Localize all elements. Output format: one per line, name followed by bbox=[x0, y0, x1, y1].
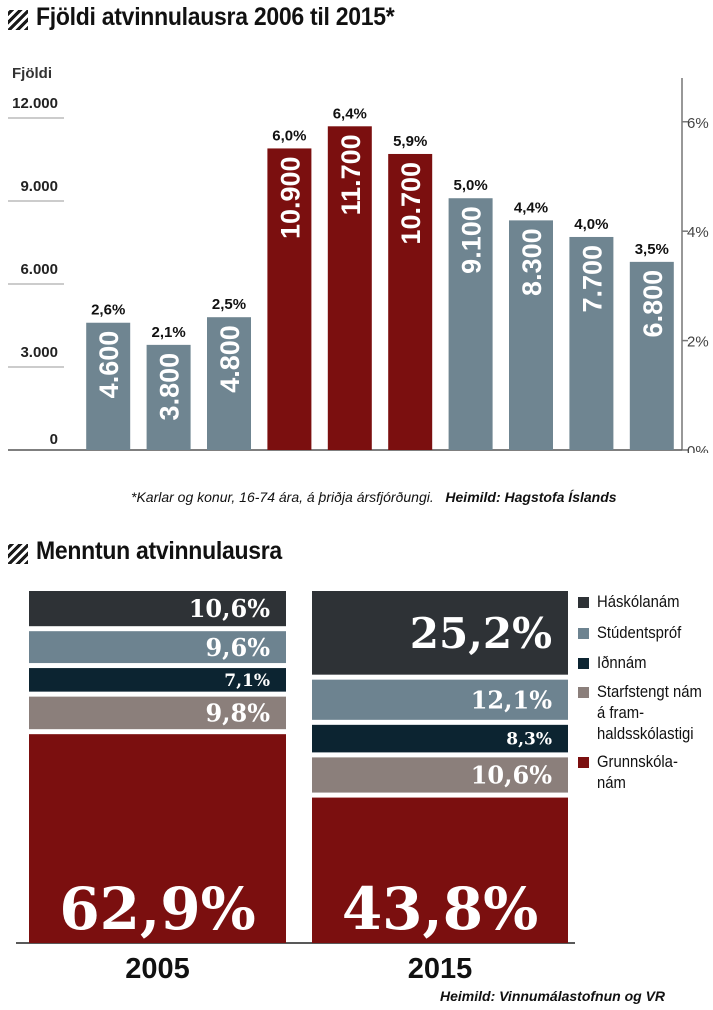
legend-swatch bbox=[578, 687, 589, 698]
stack-segment bbox=[29, 734, 286, 943]
bar-percent-label: 5,9% bbox=[393, 133, 427, 150]
bar-value-label: 11.700 bbox=[336, 134, 366, 215]
legend-label: Grunnskóla-nám bbox=[597, 753, 678, 792]
legend-swatch bbox=[578, 597, 589, 608]
bar-value-label: 10.700 bbox=[396, 162, 426, 245]
legend-swatch bbox=[578, 658, 589, 669]
bar-value-label: 4.800 bbox=[215, 325, 245, 393]
bar bbox=[569, 236, 614, 450]
bar-value-label: 7.700 bbox=[577, 245, 607, 313]
stack-segment bbox=[312, 797, 568, 943]
chart1-source: Heimild: Hagstofa Íslands bbox=[445, 489, 617, 505]
y-tick-label: 9.000 bbox=[20, 178, 58, 195]
legend-label: Stúdentspróf bbox=[597, 624, 682, 642]
chart2-source: Heimild: Vinnumálastofnun og VR bbox=[440, 988, 666, 1004]
stack-segment bbox=[312, 724, 568, 753]
bar-percent-label: 6,0% bbox=[272, 127, 306, 144]
bar-value-label: 3.800 bbox=[155, 353, 185, 421]
segment-value-label: 25,2% bbox=[410, 609, 552, 658]
bar bbox=[629, 261, 674, 450]
bar-value-label: 8.300 bbox=[517, 228, 547, 296]
y2-tick-label: 2% bbox=[687, 334, 709, 351]
segment-value-label: 10,6% bbox=[189, 594, 270, 623]
y2-tick-label: 0% bbox=[687, 443, 709, 453]
bar bbox=[327, 126, 372, 451]
bar-percent-label: 5,0% bbox=[453, 177, 487, 194]
chart2-title: Menntun atvinnulausra bbox=[36, 537, 282, 565]
stack-segment bbox=[312, 591, 568, 675]
bar-percent-label: 2,1% bbox=[151, 324, 185, 341]
bar bbox=[146, 344, 191, 450]
segment-value-label: 62,9% bbox=[59, 875, 255, 943]
x-tick-label: 2015 bbox=[408, 953, 473, 985]
stack-segment bbox=[312, 757, 568, 793]
bar bbox=[388, 153, 433, 450]
stack-segment bbox=[29, 631, 286, 664]
legend-swatch bbox=[578, 757, 589, 768]
segment-value-label: 9,6% bbox=[205, 633, 270, 662]
y2-tick-label: 6% bbox=[687, 115, 709, 132]
legend-swatch bbox=[578, 628, 589, 639]
y-tick-label: 6.000 bbox=[20, 261, 58, 278]
bar bbox=[207, 317, 251, 450]
bar-percent-label: 4,0% bbox=[574, 216, 608, 233]
chart1-footnote: *Karlar og konur, 16-74 ára, á þriðja ár… bbox=[131, 489, 434, 505]
y-axis-label: Fjöldi bbox=[12, 65, 52, 82]
bar-percent-label: 4,4% bbox=[514, 199, 548, 216]
legend-label: Háskólanám bbox=[597, 593, 680, 611]
bar bbox=[267, 148, 312, 450]
segment-value-label: 12,1% bbox=[471, 685, 552, 714]
bar-percent-label: 6,4% bbox=[333, 105, 367, 122]
x-tick-label: 2005 bbox=[125, 953, 190, 985]
segment-value-label: 43,8% bbox=[342, 875, 538, 943]
stack-segment bbox=[29, 591, 286, 627]
bar bbox=[509, 220, 553, 450]
segment-value-label: 8,3% bbox=[506, 730, 552, 750]
segment-value-label: 10,6% bbox=[471, 761, 552, 790]
y-tick-label: 12.000 bbox=[12, 95, 58, 112]
hatch-marker-icon bbox=[8, 10, 28, 30]
bar-value-label: 10.900 bbox=[275, 156, 305, 239]
unemployment-bar-chart: Fjöldi 0 3.000 6.000 9.000 12.000 0% 2% 4% 6% 4.60… bbox=[8, 65, 709, 453]
chart1-footnote-row: *Karlar og konur, 16-74 ára, á þriðja ár… bbox=[131, 489, 617, 505]
stack-segment bbox=[29, 696, 286, 730]
bar-percent-label: 2,5% bbox=[212, 296, 246, 313]
segment-value-label: 9,8% bbox=[205, 699, 270, 728]
stack-segment bbox=[312, 679, 568, 720]
bar bbox=[86, 322, 131, 450]
stack-segment bbox=[29, 668, 286, 692]
bar-value-label: 9.100 bbox=[457, 206, 487, 274]
bar bbox=[448, 198, 493, 450]
bar-percent-label: 3,5% bbox=[635, 241, 669, 258]
bar-value-label: 4.600 bbox=[94, 331, 124, 399]
y-tick-label: 0 bbox=[50, 431, 58, 448]
y2-tick-label: 4% bbox=[687, 224, 709, 241]
legend-label: Iðnnám bbox=[597, 654, 647, 672]
y-tick-label: 3.000 bbox=[20, 344, 58, 361]
education-stacked-chart: 10,6% 9,6% 7,1% 9,8% 62,9% 2005 25,2% 12,1% 8,3%… bbox=[16, 591, 575, 985]
hatch-marker-icon bbox=[8, 544, 28, 564]
chart1-title: Fjöldi atvinnulausra 2006 til 2015* bbox=[36, 3, 395, 31]
segment-value-label: 7,1% bbox=[224, 671, 270, 691]
bar-percent-label: 2,6% bbox=[91, 302, 125, 319]
bar-value-label: 6.800 bbox=[638, 270, 668, 338]
legend-label: Starfstengt nám á fram-haldsskólastigi bbox=[597, 683, 702, 743]
